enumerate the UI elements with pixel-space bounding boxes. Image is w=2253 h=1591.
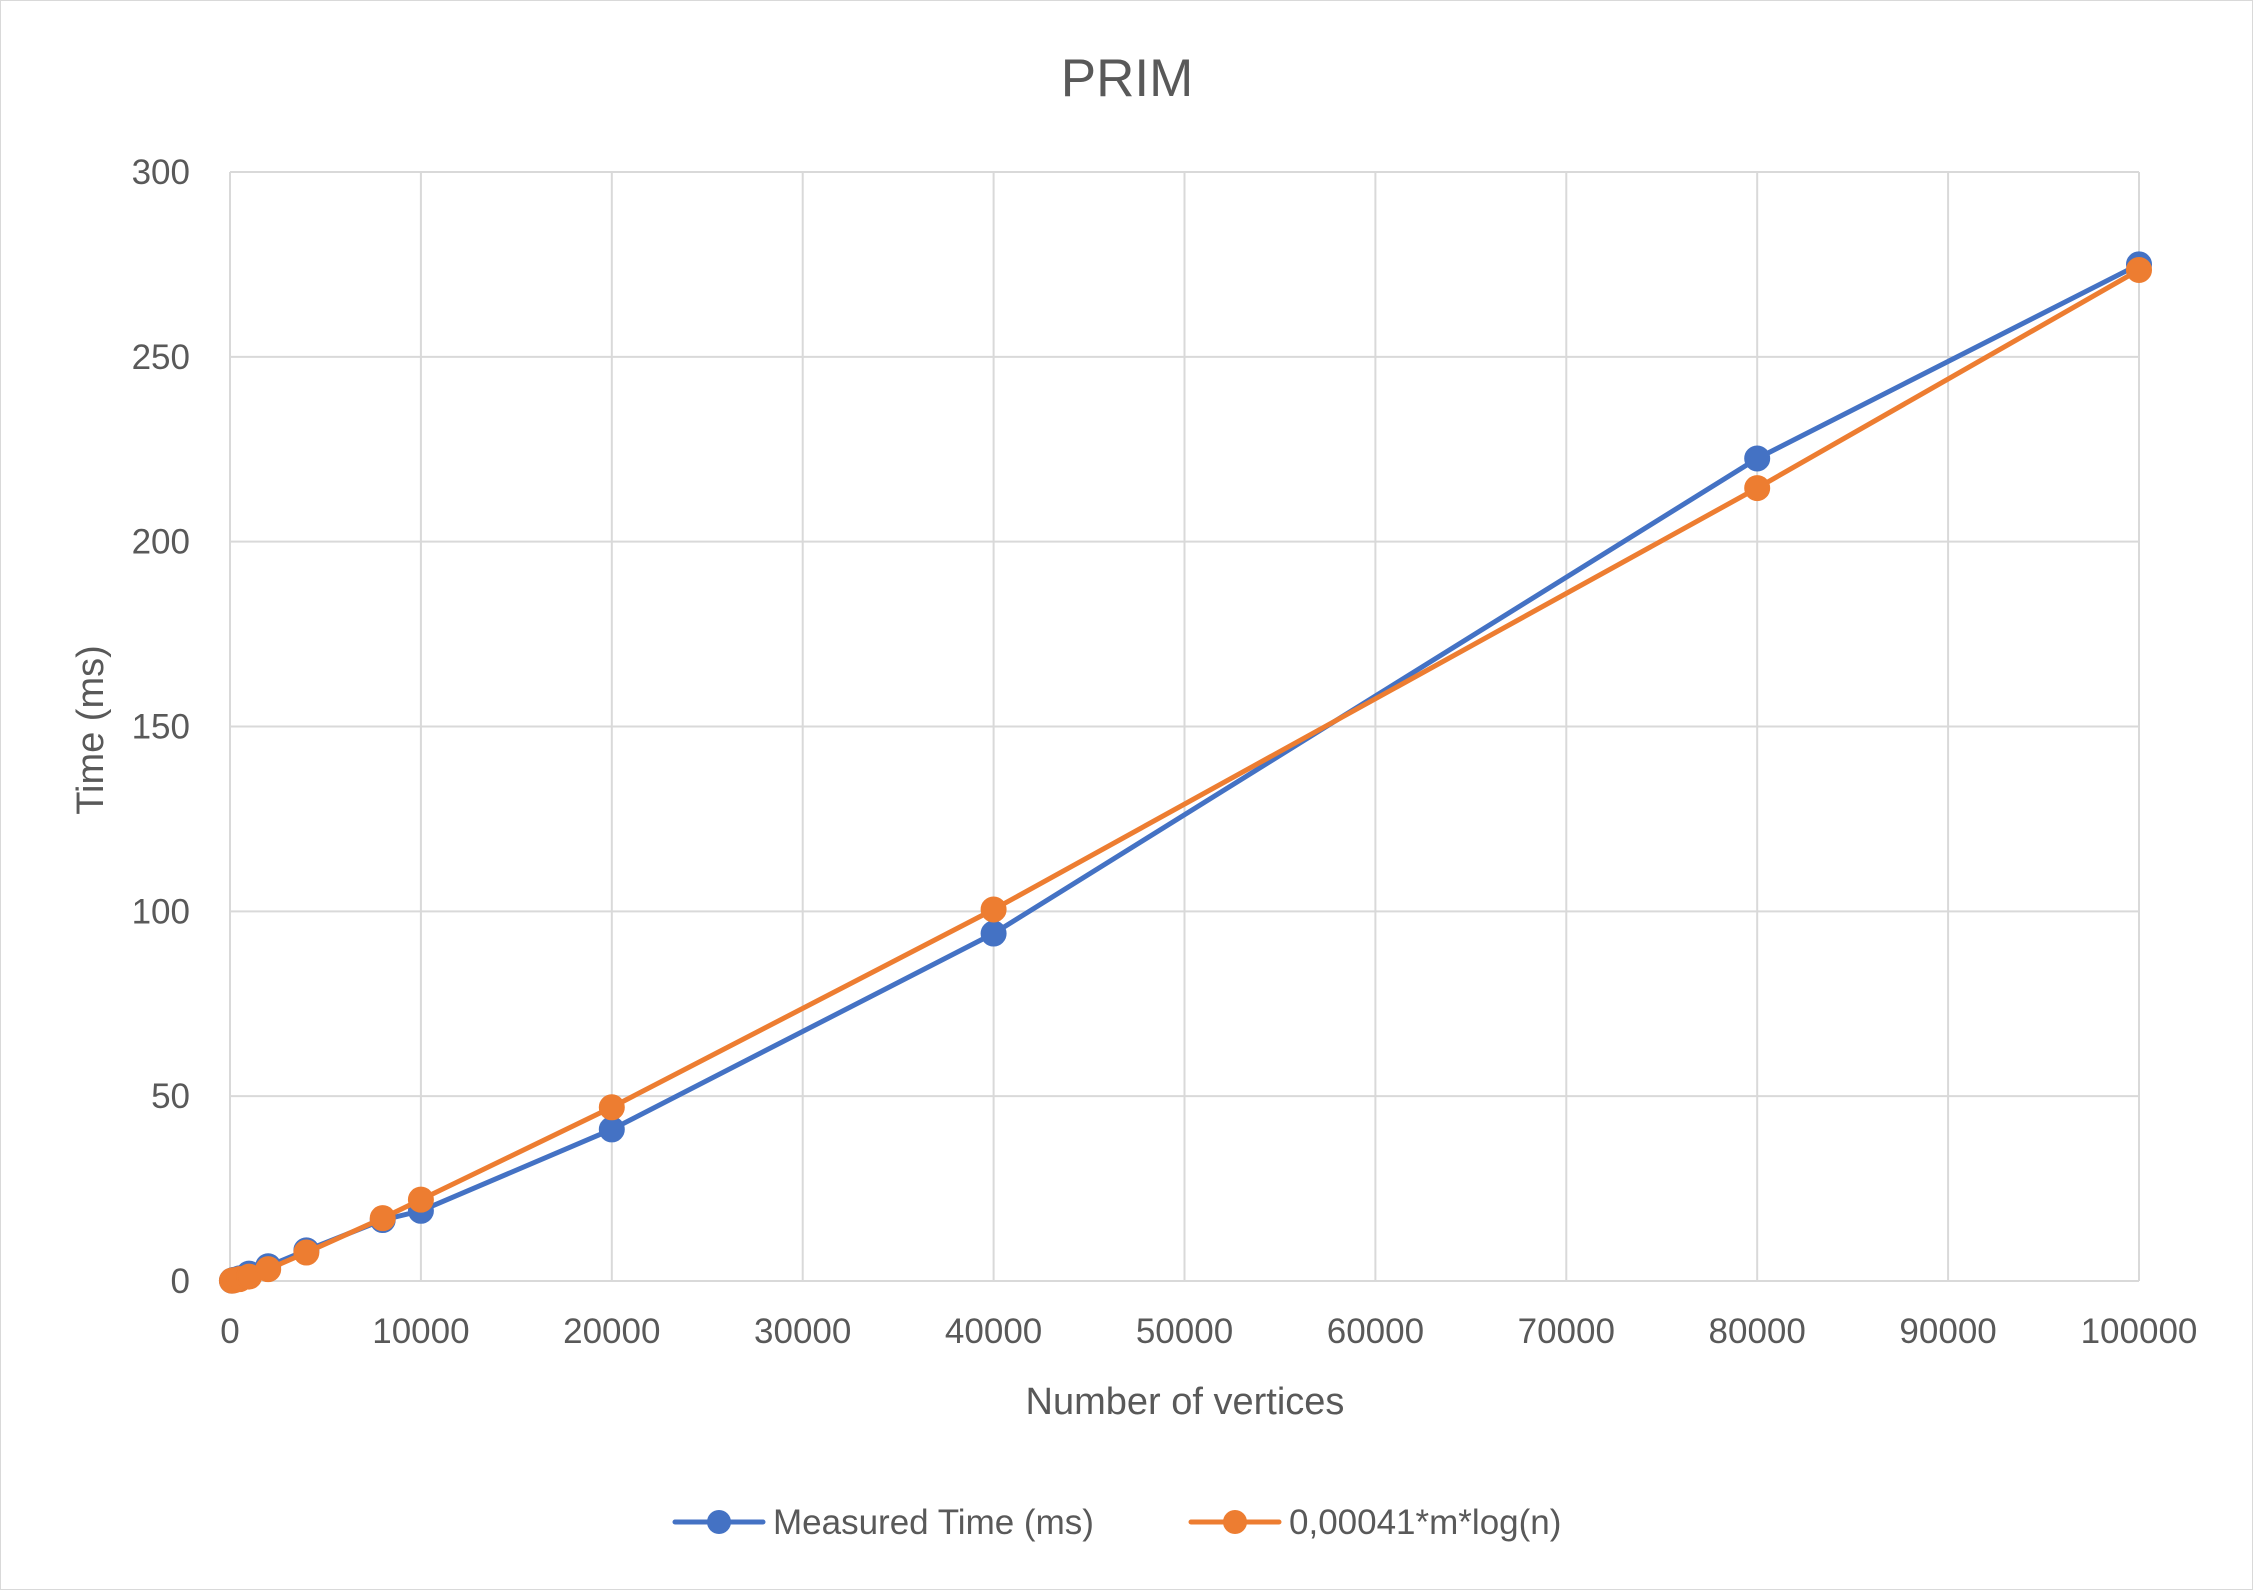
series-2-point	[369, 1205, 396, 1232]
y-tick-label: 0	[171, 1262, 190, 1301]
chart-title: PRIM	[1061, 49, 1194, 108]
x-tick-label: 0	[220, 1312, 239, 1351]
series-1-point	[598, 1116, 625, 1143]
x-tick-label: 40000	[945, 1312, 1042, 1351]
series-2-point	[293, 1239, 320, 1266]
legend-item-1: Measured Time (ms)	[672, 1503, 1094, 1542]
y-axis-title: Time (ms)	[70, 645, 112, 815]
legend-item-2: 0,00041*m*log(n)	[1188, 1503, 1561, 1542]
legend-marker-1	[707, 1510, 731, 1534]
series-2-point	[598, 1094, 625, 1121]
y-tick-label: 150	[132, 708, 190, 747]
y-tick-label: 200	[132, 523, 190, 562]
series-2-point	[1744, 475, 1771, 502]
series-2-point	[980, 896, 1007, 923]
x-tick-label: 50000	[1136, 1312, 1233, 1351]
x-tick-label: 90000	[1899, 1312, 1996, 1351]
series-2-point	[2126, 256, 2152, 283]
legend: Measured Time (ms) 0,00041*m*log(n)	[672, 1503, 1561, 1542]
legend-label-2: 0,00041*m*log(n)	[1289, 1503, 1561, 1542]
y-tick-label: 300	[132, 153, 190, 192]
x-tick-label: 30000	[754, 1312, 851, 1351]
y-tick-label: 100	[132, 892, 190, 931]
y-tick-label: 250	[132, 338, 190, 377]
series-2	[218, 256, 2152, 1294]
x-axis-title: Number of vertices	[1026, 1381, 1345, 1423]
y-tick-label: 50	[151, 1077, 190, 1116]
legend-marker-2	[1223, 1510, 1247, 1534]
series-layer	[218, 251, 2152, 1294]
series-1-point	[980, 920, 1007, 947]
x-tick-label: 70000	[1518, 1312, 1615, 1351]
x-tick-label: 10000	[372, 1312, 469, 1351]
legend-label-1: Measured Time (ms)	[773, 1503, 1094, 1542]
x-tick-label: 100000	[2081, 1312, 2198, 1351]
series-1-point	[1744, 445, 1771, 472]
x-tick-label: 60000	[1327, 1312, 1424, 1351]
series-2-point	[407, 1186, 434, 1213]
x-tick-label: 20000	[563, 1312, 660, 1351]
grid-layer	[229, 171, 2140, 1282]
x-tick-label: 80000	[1709, 1312, 1806, 1351]
series-2-point	[255, 1256, 282, 1283]
tick-layer: 0 50 100 150 200 250 300 0 10000 20000 30000 40000 5…	[132, 153, 2198, 1351]
